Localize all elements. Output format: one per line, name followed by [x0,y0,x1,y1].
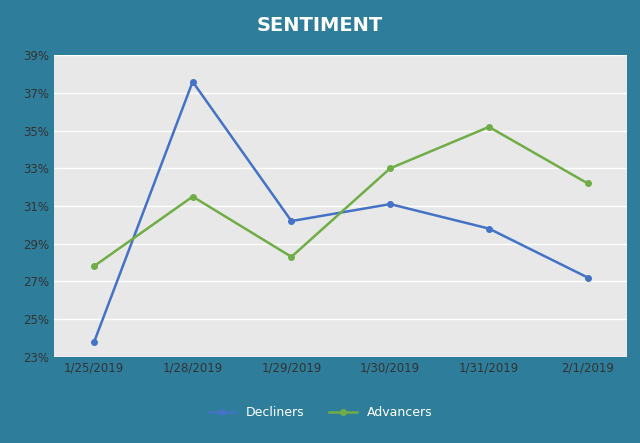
Text: SENTIMENT: SENTIMENT [257,16,383,35]
Decliners [485,226,493,231]
Legend: Decliners, Advancers: Decliners, Advancers [204,403,436,423]
Decliners [584,275,591,280]
Advancers [189,194,196,199]
Advancers [485,124,493,130]
Decliners [287,218,295,224]
Advancers [90,264,98,269]
Line: Decliners: Decliners [91,79,591,345]
Advancers [287,254,295,260]
Decliners [189,79,196,85]
Advancers [387,166,394,171]
Decliners [387,202,394,207]
Line: Advancers: Advancers [91,124,591,269]
Advancers [584,181,591,186]
Decliners [90,340,98,345]
